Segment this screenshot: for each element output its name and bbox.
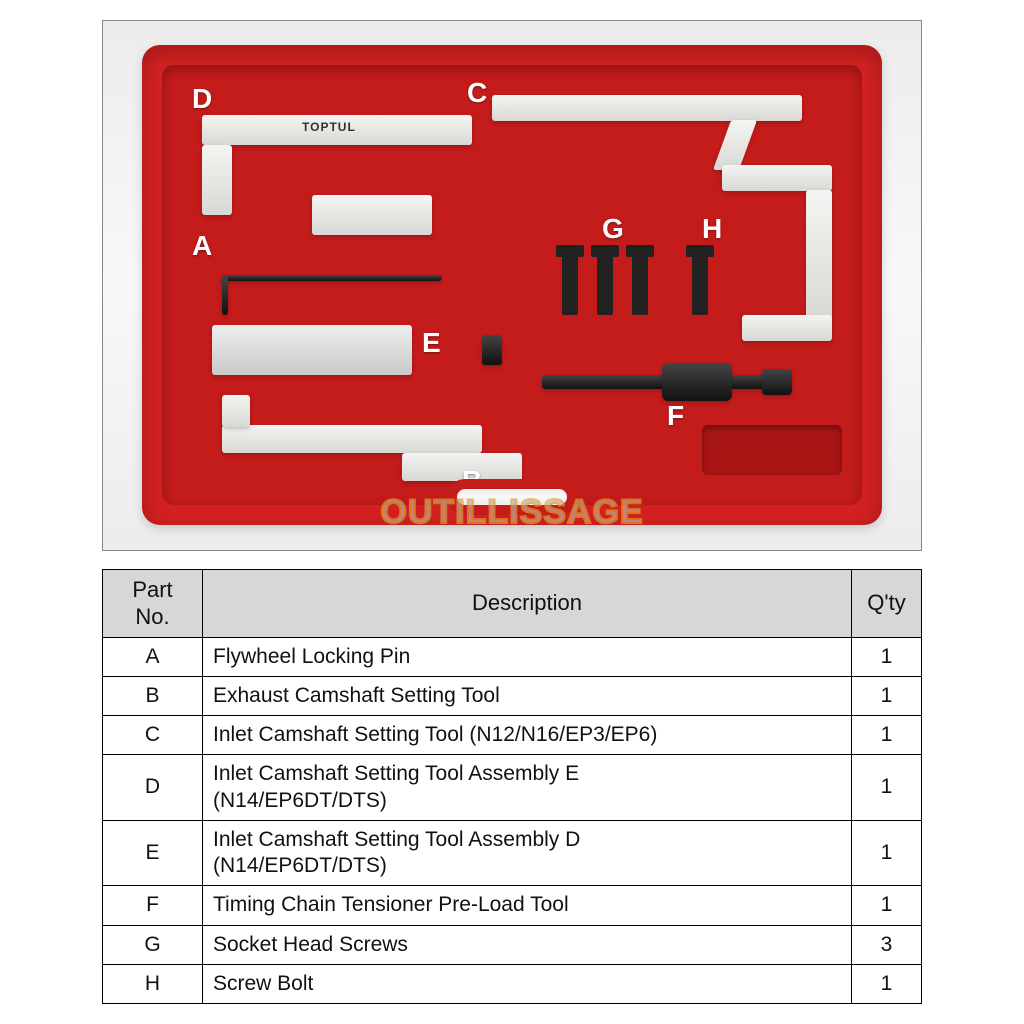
table-row: BExhaust Camshaft Setting Tool1 <box>103 676 922 715</box>
cell-desc: Inlet Camshaft Setting Tool (N12/N16/EP3… <box>203 716 852 755</box>
cell-part: B <box>103 676 203 715</box>
table-body: AFlywheel Locking Pin1BExhaust Camshaft … <box>103 637 922 1004</box>
cell-qty: 1 <box>852 755 922 821</box>
cell-desc: Screw Bolt <box>203 964 852 1003</box>
table-row: GSocket Head Screws3 <box>103 925 922 964</box>
cell-desc: Inlet Camshaft Setting Tool Assembly E(N… <box>203 755 852 821</box>
cell-part: G <box>103 925 203 964</box>
cell-part: H <box>103 964 203 1003</box>
cell-qty: 1 <box>852 964 922 1003</box>
cell-part: E <box>103 820 203 886</box>
table-row: DInlet Camshaft Setting Tool Assembly E(… <box>103 755 922 821</box>
table-row: HScrew Bolt1 <box>103 964 922 1003</box>
label-d: D <box>192 83 212 115</box>
cell-part: D <box>103 755 203 821</box>
tool-f-shaft <box>542 375 772 389</box>
table-header-row: Part No. Description Q'ty <box>103 569 922 637</box>
case-inner: TOPTUL <box>162 65 862 505</box>
product-image-frame: TOPTUL <box>102 20 922 551</box>
cell-qty: 1 <box>852 676 922 715</box>
tool-c-bottom <box>742 315 832 341</box>
tool-e <box>212 325 412 375</box>
table-row: FTiming Chain Tensioner Pre-Load Tool1 <box>103 886 922 925</box>
col-part: Part No. <box>103 569 203 637</box>
label-h: H <box>702 213 722 245</box>
brand-text: TOPTUL <box>302 120 356 134</box>
cell-part: C <box>103 716 203 755</box>
tool-a-shaft <box>222 275 442 281</box>
cell-qty: 1 <box>852 886 922 925</box>
table-row: CInlet Camshaft Setting Tool (N12/N16/EP… <box>103 716 922 755</box>
bolt-h <box>692 255 708 315</box>
tool-a-bend <box>222 275 228 315</box>
tool-c <box>492 95 802 121</box>
cell-desc: Timing Chain Tensioner Pre-Load Tool <box>203 886 852 925</box>
tool-b-up <box>222 395 250 427</box>
cell-qty: 1 <box>852 716 922 755</box>
cell-desc: Socket Head Screws <box>203 925 852 964</box>
case-recess <box>702 425 842 475</box>
small-threaded-part <box>482 335 502 365</box>
tool-c-curve1 <box>713 120 757 170</box>
cell-desc: Flywheel Locking Pin <box>203 637 852 676</box>
tool-c-down <box>806 190 832 320</box>
tool-f-tip <box>762 369 792 395</box>
table-row: EInlet Camshaft Setting Tool Assembly D(… <box>103 820 922 886</box>
label-g: G <box>602 213 624 245</box>
tool-d-arm <box>202 145 232 215</box>
cell-part: F <box>103 886 203 925</box>
tool-d-foot <box>312 195 432 235</box>
label-c: C <box>467 77 487 109</box>
bolt-g1 <box>562 255 578 315</box>
cell-qty: 1 <box>852 820 922 886</box>
label-a: A <box>192 230 212 262</box>
label-f: F <box>667 400 684 432</box>
cell-desc: Inlet Camshaft Setting Tool Assembly D(N… <box>203 820 852 886</box>
cell-qty: 1 <box>852 637 922 676</box>
tool-c-curve2 <box>722 165 832 191</box>
table-row: AFlywheel Locking Pin1 <box>103 637 922 676</box>
tool-f-body <box>662 363 732 401</box>
tool-b <box>222 425 482 453</box>
watermark-text: OUTILLISSAGE <box>380 493 643 532</box>
col-qty: Q'ty <box>852 569 922 637</box>
col-desc: Description <box>203 569 852 637</box>
tool-case: TOPTUL <box>142 45 882 525</box>
cell-qty: 3 <box>852 925 922 964</box>
bolt-g2 <box>597 255 613 315</box>
parts-table: Part No. Description Q'ty AFlywheel Lock… <box>102 569 922 1005</box>
bolt-g3 <box>632 255 648 315</box>
cell-desc: Exhaust Camshaft Setting Tool <box>203 676 852 715</box>
cell-part: A <box>103 637 203 676</box>
label-e: E <box>422 327 441 359</box>
